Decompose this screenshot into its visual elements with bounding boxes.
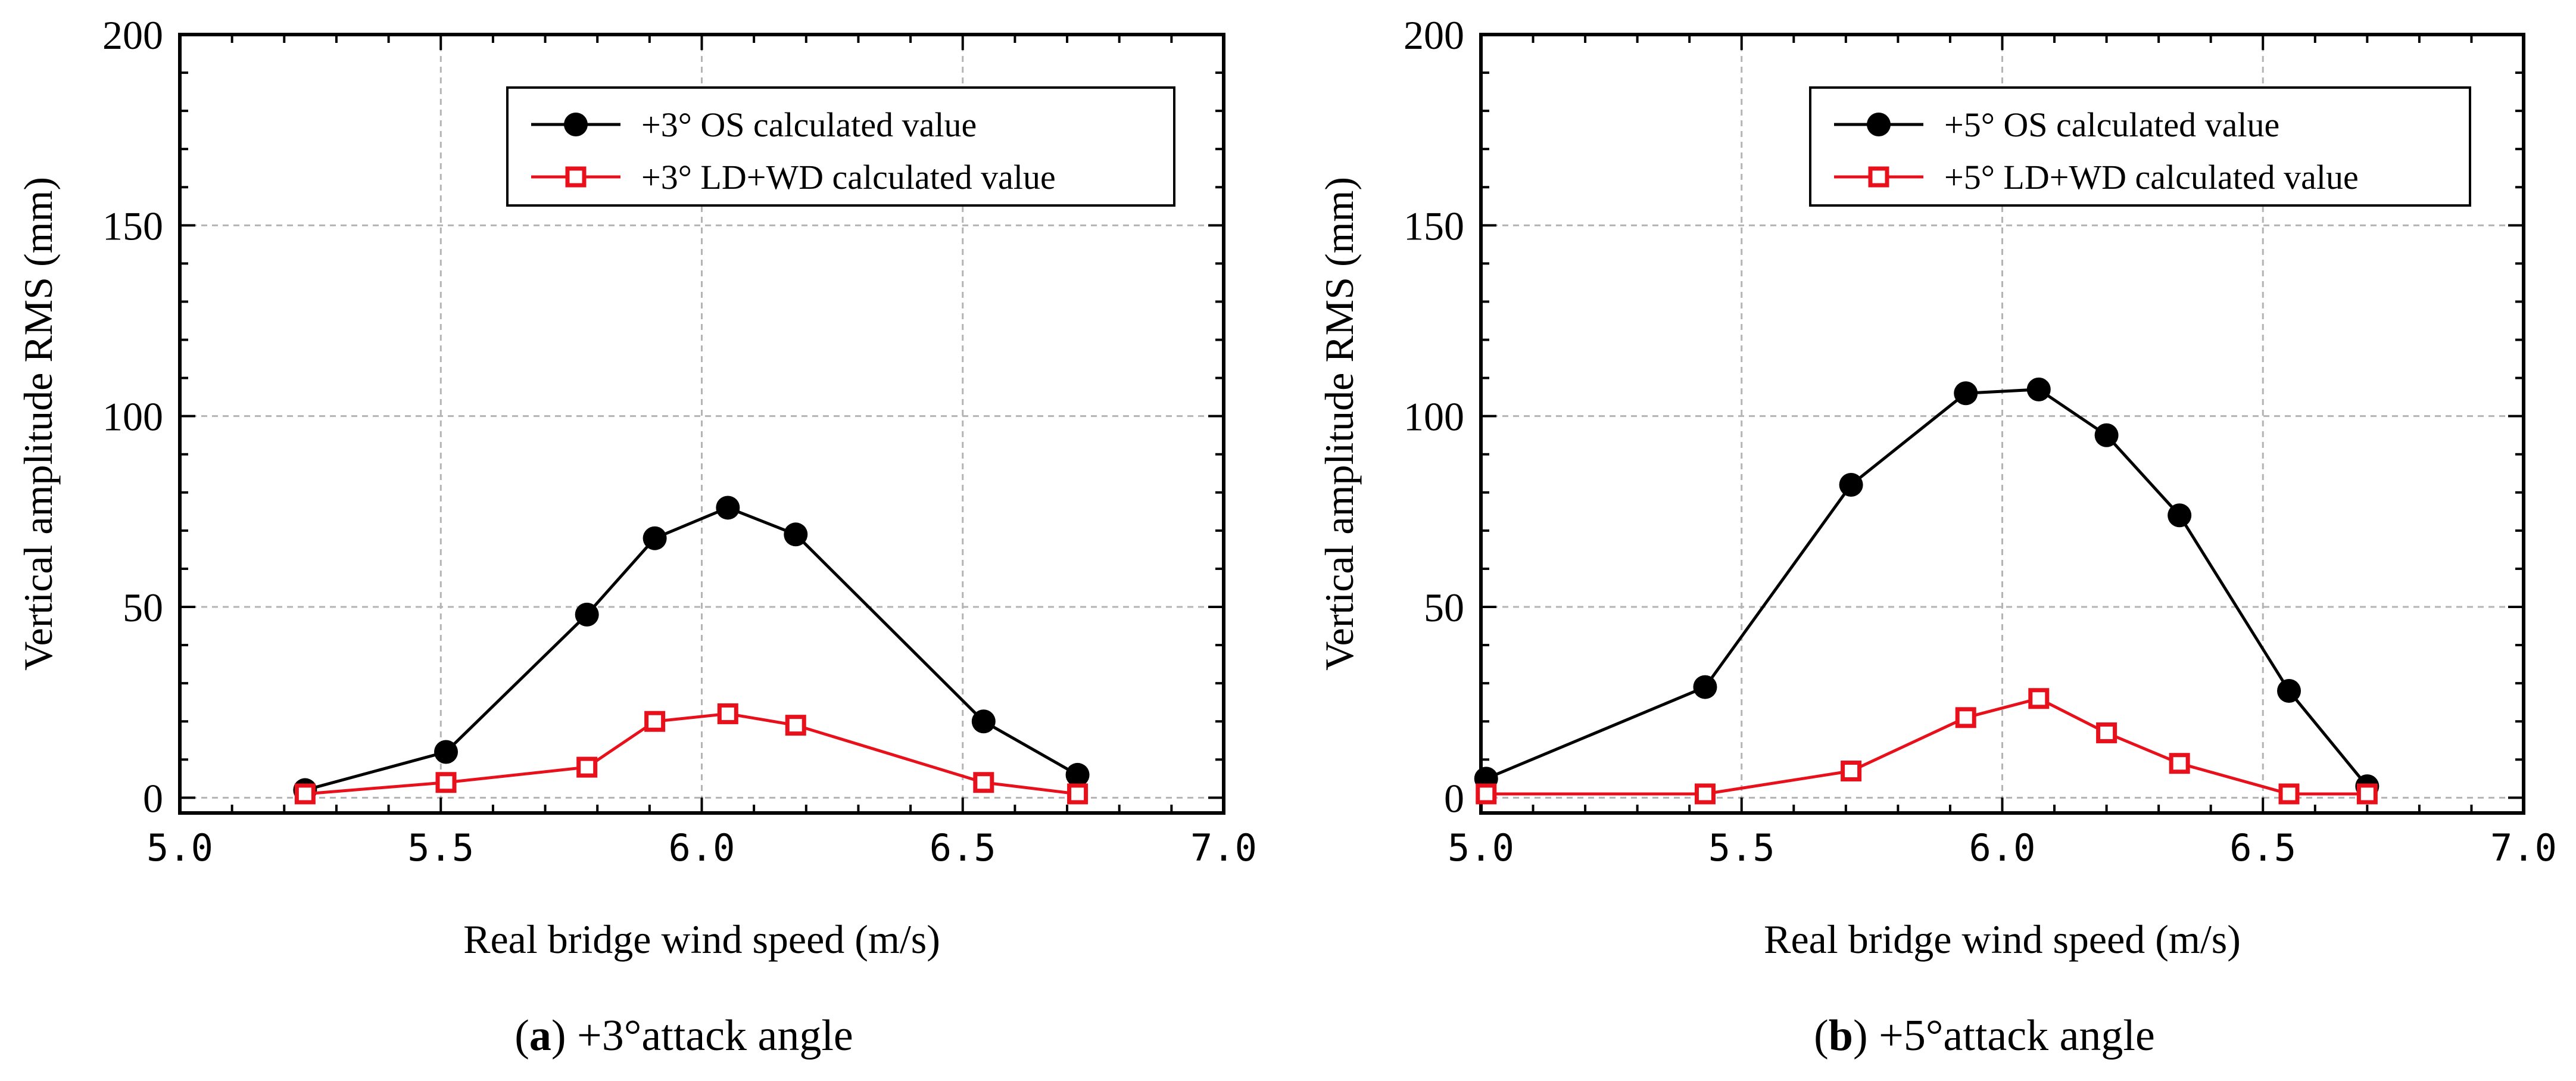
- caption-letter: a: [529, 1011, 551, 1060]
- data-point: [1955, 707, 1976, 728]
- x-tick-label: 6.5: [2229, 826, 2296, 870]
- x-tick-label: 5.0: [146, 826, 213, 870]
- data-point: [575, 602, 599, 627]
- data-point: [2028, 688, 2050, 709]
- data-point: [644, 711, 666, 732]
- x-tick-label: 6.0: [1969, 826, 2036, 870]
- series-line: [304, 506, 1078, 792]
- y-tick-label: 150: [102, 203, 163, 248]
- data-point: [576, 756, 598, 778]
- chart-panel-1: 5.0 5.5 6.0 6.5 7.0 0 50 100 150 200 Real bridge w…: [15, 13, 1257, 1060]
- legend-marker: [1868, 166, 1889, 188]
- data-point: [434, 740, 459, 764]
- legend-marker: [1867, 113, 1891, 136]
- y-tick-label: 0: [143, 775, 163, 821]
- legend-label: +5° OS calculated value: [1944, 105, 2279, 144]
- x-tick-label: 5.5: [407, 826, 474, 870]
- data-point: [1067, 783, 1089, 805]
- data-point: [717, 703, 738, 724]
- legend-marker: [564, 113, 588, 136]
- y-tick-label: 50: [123, 585, 163, 630]
- data-point: [785, 715, 806, 736]
- series-line: [1486, 697, 2368, 796]
- plot-frame: [178, 33, 1225, 815]
- y-tick-label: 150: [1404, 203, 1464, 248]
- legend-label: +5° LD+WD calculated value: [1944, 158, 2359, 197]
- series-line: [305, 712, 1078, 796]
- data-point: [1476, 783, 1497, 805]
- data-point: [973, 772, 994, 793]
- data-point: [2278, 783, 2300, 805]
- data-point: [1693, 675, 1717, 699]
- y-tick-label: 0: [1444, 775, 1464, 821]
- caption-letter: b: [1829, 1011, 1853, 1060]
- data-point: [643, 526, 667, 550]
- data-point: [2026, 377, 2051, 401]
- y-tick-label: 50: [1424, 585, 1464, 630]
- data-point: [716, 496, 740, 520]
- series-line: [1485, 388, 2369, 787]
- legend-label: +3° OS calculated value: [641, 105, 977, 144]
- data-point: [2094, 423, 2119, 447]
- x-axis-label: Real bridge wind speed (m/s): [463, 917, 940, 962]
- data-point: [2277, 678, 2301, 703]
- y-axis-label: Vertical amplitude RMS (mm): [1317, 177, 1362, 671]
- data-point: [971, 709, 996, 734]
- caption-paren-open: (: [1814, 1011, 1829, 1060]
- data-point: [435, 772, 457, 793]
- data-point: [1694, 783, 1716, 805]
- series-1: [293, 496, 1090, 802]
- data-point: [2169, 753, 2190, 774]
- chart-panel-2: 5.0 5.5 6.0 6.5 7.0 0 50 100 150 200 Real bridge w…: [1317, 13, 2557, 1060]
- data-point: [1954, 381, 1978, 406]
- panel-caption: (a) +3°attack angle: [514, 1011, 853, 1060]
- y-axis-label: Vertical amplitude RMS (mm): [15, 177, 61, 671]
- y-tick-label: 200: [102, 13, 163, 58]
- data-point: [1839, 473, 1863, 497]
- data-point: [294, 783, 316, 805]
- data-point: [2356, 783, 2378, 805]
- panel-caption: (b) +5°attack angle: [1814, 1011, 2155, 1060]
- legend-box: [1809, 86, 2471, 207]
- series-2: [294, 703, 1089, 805]
- data-point: [784, 522, 808, 547]
- data-point: [2168, 503, 2192, 528]
- plot-frame: [1479, 33, 2525, 815]
- caption-paren-close: ): [551, 1011, 566, 1060]
- caption-paren-open: (: [514, 1011, 529, 1060]
- caption-text: +3°attack angle: [566, 1011, 853, 1060]
- series-2: [1476, 688, 2378, 805]
- x-tick-label: 7.0: [1190, 826, 1257, 870]
- data-point: [2096, 722, 2117, 743]
- x-tick-label: 7.0: [2490, 826, 2557, 870]
- data-point: [1841, 761, 1862, 782]
- legend: +5° OS calculated value +5° LD+WD calcula…: [1809, 86, 2471, 207]
- x-tick-label: 5.0: [1448, 826, 1514, 870]
- x-tick-label: 6.0: [669, 826, 735, 870]
- x-tick-label: 6.5: [930, 826, 996, 870]
- caption-paren-close: ): [1853, 1011, 1868, 1060]
- x-axis-label: Real bridge wind speed (m/s): [1764, 917, 2241, 962]
- y-tick-label: 100: [1404, 394, 1464, 440]
- legend-label: +3° LD+WD calculated value: [641, 158, 1056, 197]
- legend: +3° OS calculated value +3° LD+WD calcula…: [506, 86, 1175, 207]
- legend-marker: [565, 166, 587, 188]
- legend-box: [506, 86, 1175, 207]
- caption-text: +5°attack angle: [1868, 1011, 2155, 1060]
- data-point: [1065, 762, 1090, 787]
- x-tick-label: 5.5: [1708, 826, 1775, 870]
- y-tick-label: 200: [1404, 13, 1464, 58]
- y-tick-label: 100: [102, 394, 163, 440]
